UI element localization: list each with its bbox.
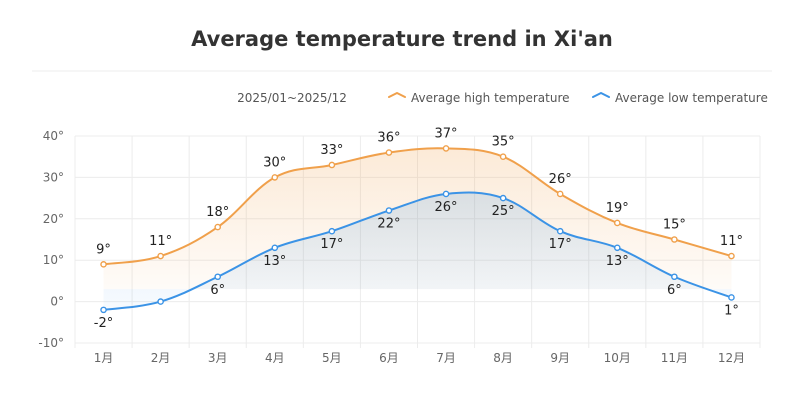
data-point-low[interactable]	[728, 294, 735, 301]
chart-title: Average temperature trend in Xi'an	[191, 27, 613, 51]
data-label-low: 17°	[549, 237, 572, 252]
data-point-low[interactable]	[100, 306, 107, 314]
data-label-high: 11°	[720, 234, 743, 249]
x-tick-label: 10月	[604, 351, 631, 365]
data-label-high: 18°	[206, 205, 229, 220]
data-point-high[interactable]	[157, 252, 164, 260]
data-label-high: 37°	[435, 126, 458, 141]
x-tick-label: 3月	[208, 351, 228, 365]
date-range: 2025/01~2025/12	[237, 91, 347, 105]
data-point-high[interactable]	[556, 190, 564, 198]
y-tick-label: 20°	[43, 212, 64, 226]
x-tick-label: 2月	[151, 351, 171, 365]
data-label-low: 13°	[606, 254, 629, 269]
data-point-high[interactable]	[385, 149, 393, 156]
x-tick-label: 9月	[550, 351, 570, 365]
x-tick-label: 12月	[718, 351, 745, 365]
data-point-low[interactable]	[385, 207, 393, 214]
legend-label-high: Average high temperature	[411, 91, 570, 105]
data-label-low: -2°	[94, 316, 113, 331]
legend-item-high[interactable]: Average high temperature	[388, 91, 570, 105]
legend-line-low-icon	[592, 92, 610, 98]
y-tick-label: 10°	[43, 253, 64, 267]
data-label-high: 30°	[263, 155, 286, 170]
y-tick-label: -10°	[38, 336, 64, 350]
y-tick-label: 30°	[43, 170, 64, 184]
data-label-low: 6°	[667, 283, 682, 298]
data-point-high[interactable]	[499, 153, 507, 160]
data-point-high[interactable]	[100, 261, 107, 268]
data-point-high[interactable]	[613, 219, 621, 227]
data-labels: 9° 11° 18° 30° 33° 36° 37° 35° 26° 19° 15° 11° -2° 6°…	[94, 126, 743, 330]
data-label-high: 11°	[149, 234, 172, 249]
legend-item-low[interactable]: Average low temperature	[592, 91, 768, 105]
data-label-high: 33°	[320, 143, 343, 158]
x-tick-label: 7月	[436, 351, 456, 365]
data-point-high[interactable]	[214, 223, 222, 231]
x-tick-label: 1月	[94, 351, 114, 365]
area-fill-low	[103, 192, 732, 310]
legend-label-low: Average low temperature	[615, 91, 768, 105]
data-label-low: 17°	[320, 237, 343, 252]
x-tick-label: 5月	[322, 351, 342, 365]
data-label-high: 36°	[377, 131, 400, 146]
data-point-low[interactable]	[556, 227, 564, 235]
data-point-high[interactable]	[271, 174, 279, 181]
data-label-low: 22°	[377, 217, 400, 232]
data-point-low[interactable]	[613, 244, 621, 252]
y-tick-label: 0°	[50, 295, 64, 309]
data-label-high: 9°	[96, 242, 111, 257]
data-point-low[interactable]	[671, 273, 678, 281]
data-label-high: 26°	[549, 172, 572, 187]
data-label-high: 35°	[492, 135, 515, 150]
data-point-high[interactable]	[671, 236, 678, 243]
legend-line-high-icon	[388, 92, 406, 98]
legend: Average high temperature Average low tem…	[388, 91, 768, 105]
data-point-low[interactable]	[157, 298, 164, 305]
x-tick-label: 11月	[661, 351, 688, 365]
x-tick-label: 8月	[493, 351, 513, 365]
data-point-high[interactable]	[328, 161, 336, 169]
data-label-high: 19°	[606, 201, 629, 216]
axes: 40° 30° 20° 10° 0° -10° 1月 2月 3月 4月 5月 6月 7月 8月 9月 10月 1…	[38, 129, 745, 365]
data-label-low: 6°	[210, 283, 225, 298]
data-point-high[interactable]	[442, 145, 450, 152]
data-label-high: 15°	[663, 218, 686, 233]
data-point-low[interactable]	[271, 244, 279, 252]
data-label-low: 26°	[435, 200, 458, 215]
data-point-low[interactable]	[214, 273, 222, 281]
data-point-high[interactable]	[728, 252, 735, 260]
data-label-low: 25°	[492, 204, 515, 219]
y-tick-label: 40°	[43, 129, 64, 143]
x-tick-label: 4月	[265, 351, 285, 365]
data-point-low[interactable]	[442, 190, 450, 198]
data-points	[100, 145, 735, 314]
data-point-low[interactable]	[328, 227, 336, 235]
data-label-low: 1°	[724, 303, 739, 318]
data-point-low[interactable]	[499, 194, 507, 202]
x-tick-label: 6月	[379, 351, 399, 365]
data-label-low: 13°	[263, 254, 286, 269]
